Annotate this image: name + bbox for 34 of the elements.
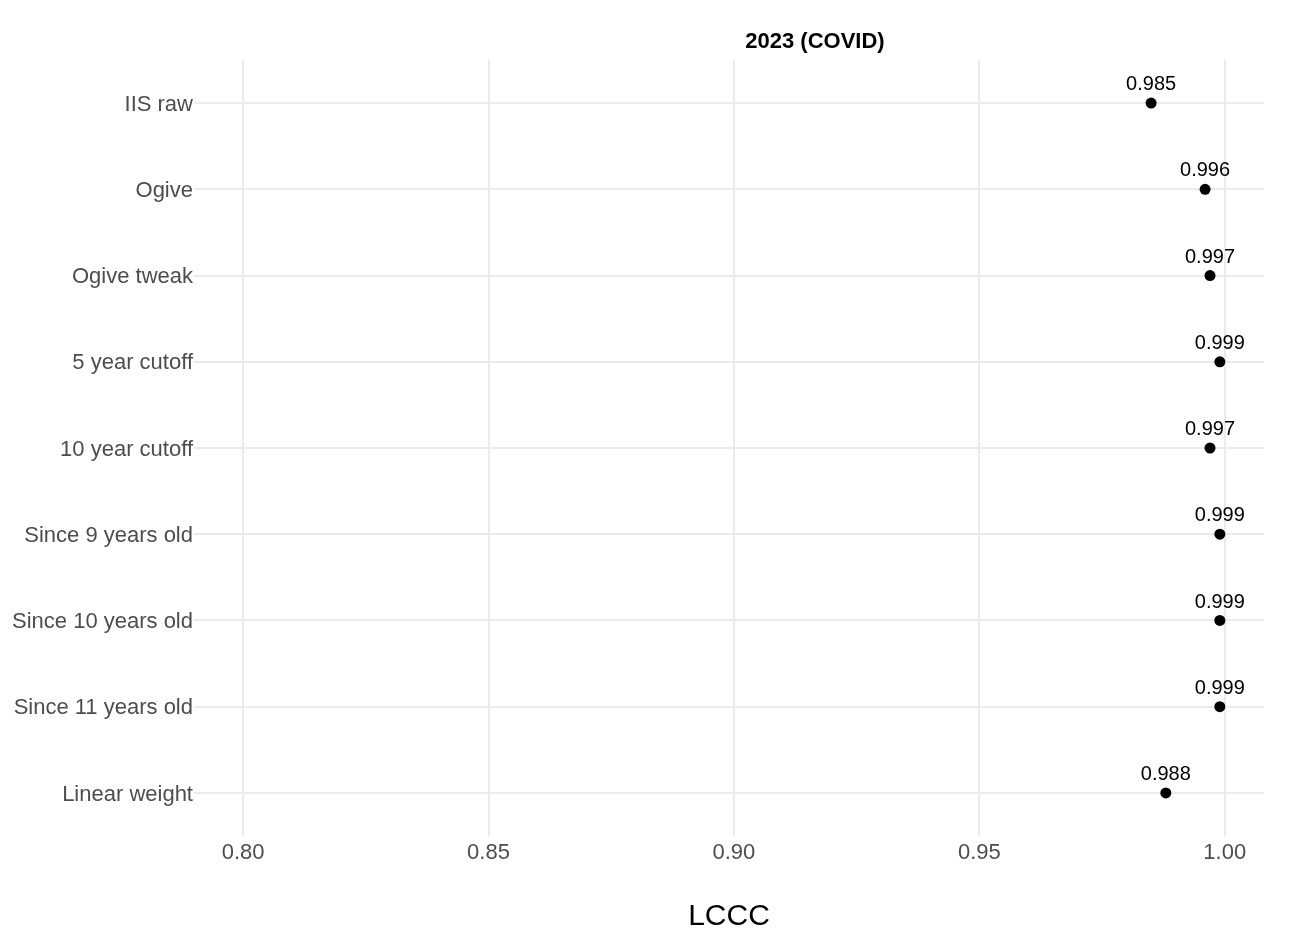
point bbox=[1204, 270, 1216, 282]
x-tick-label: 0.80 bbox=[221, 839, 265, 864]
x-tick-label: 0.85 bbox=[467, 839, 510, 864]
y-tick-label: Since 9 years old bbox=[24, 521, 193, 547]
y-tick-label: 10 year cutoff bbox=[60, 435, 194, 461]
data-label: 0.997 bbox=[1184, 244, 1236, 267]
point bbox=[1214, 701, 1226, 713]
y-tick-label: Since 11 years old bbox=[13, 694, 193, 720]
y-tick-label: Linear weight bbox=[62, 780, 193, 806]
data-label: 0.999 bbox=[1194, 589, 1245, 612]
point bbox=[1214, 356, 1226, 368]
data-label: 0.999 bbox=[1194, 330, 1245, 353]
data-label: 0.999 bbox=[1194, 503, 1245, 526]
y-tick-label: 5 year cutoff bbox=[72, 349, 194, 375]
y-tick-label: Ogive tweak bbox=[71, 263, 194, 289]
data-label: 0.988 bbox=[1140, 762, 1191, 785]
data-label: 0.985 bbox=[1126, 72, 1177, 95]
x-tick-label: 0.95 bbox=[957, 839, 1001, 864]
point bbox=[1199, 183, 1211, 195]
data-label: 0.999 bbox=[1194, 675, 1245, 698]
y-tick-label: IIS raw bbox=[124, 90, 194, 116]
chart-title: 2023 (COVID) bbox=[745, 28, 885, 54]
y-tick-label: Ogive bbox=[135, 177, 193, 203]
x-tick-label: 0.90 bbox=[712, 839, 756, 864]
point bbox=[1160, 787, 1172, 799]
x-tick-label: 1.00 bbox=[1203, 839, 1247, 864]
point bbox=[1214, 528, 1226, 540]
data-label: 0.996 bbox=[1180, 158, 1231, 181]
point bbox=[1214, 614, 1226, 626]
point bbox=[1145, 97, 1157, 109]
data-label: 0.997 bbox=[1184, 417, 1236, 440]
point bbox=[1204, 442, 1216, 454]
y-tick-label: Since 10 years old bbox=[12, 608, 193, 634]
x-axis-title: LCCC bbox=[688, 897, 770, 931]
